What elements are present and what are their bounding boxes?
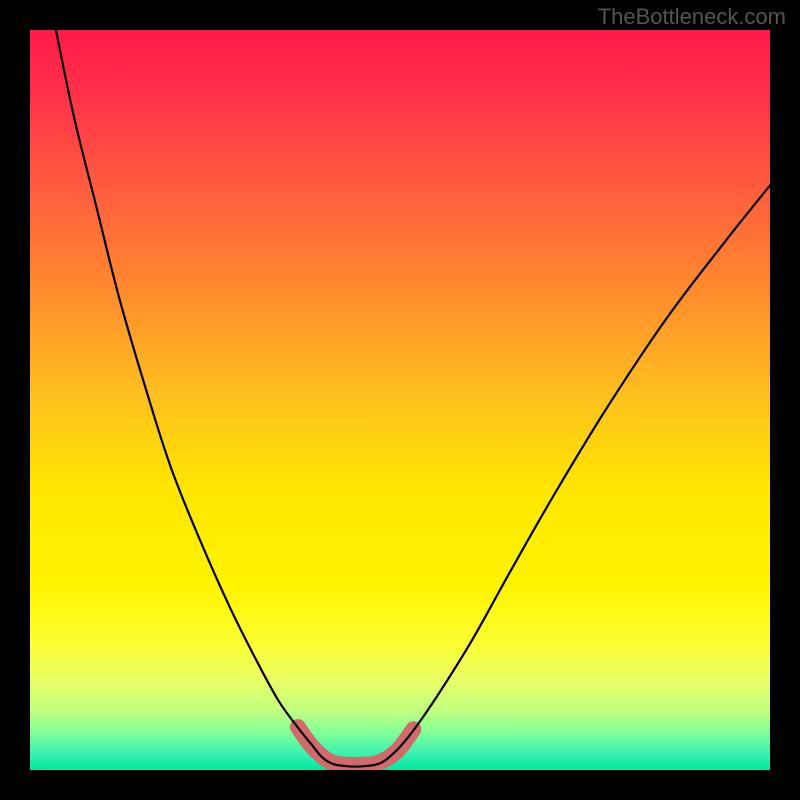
chart-background [30, 30, 770, 770]
watermark-text: TheBottleneck.com [598, 4, 786, 30]
chart-area [30, 30, 770, 770]
bottleneck-curve-chart [30, 30, 770, 770]
